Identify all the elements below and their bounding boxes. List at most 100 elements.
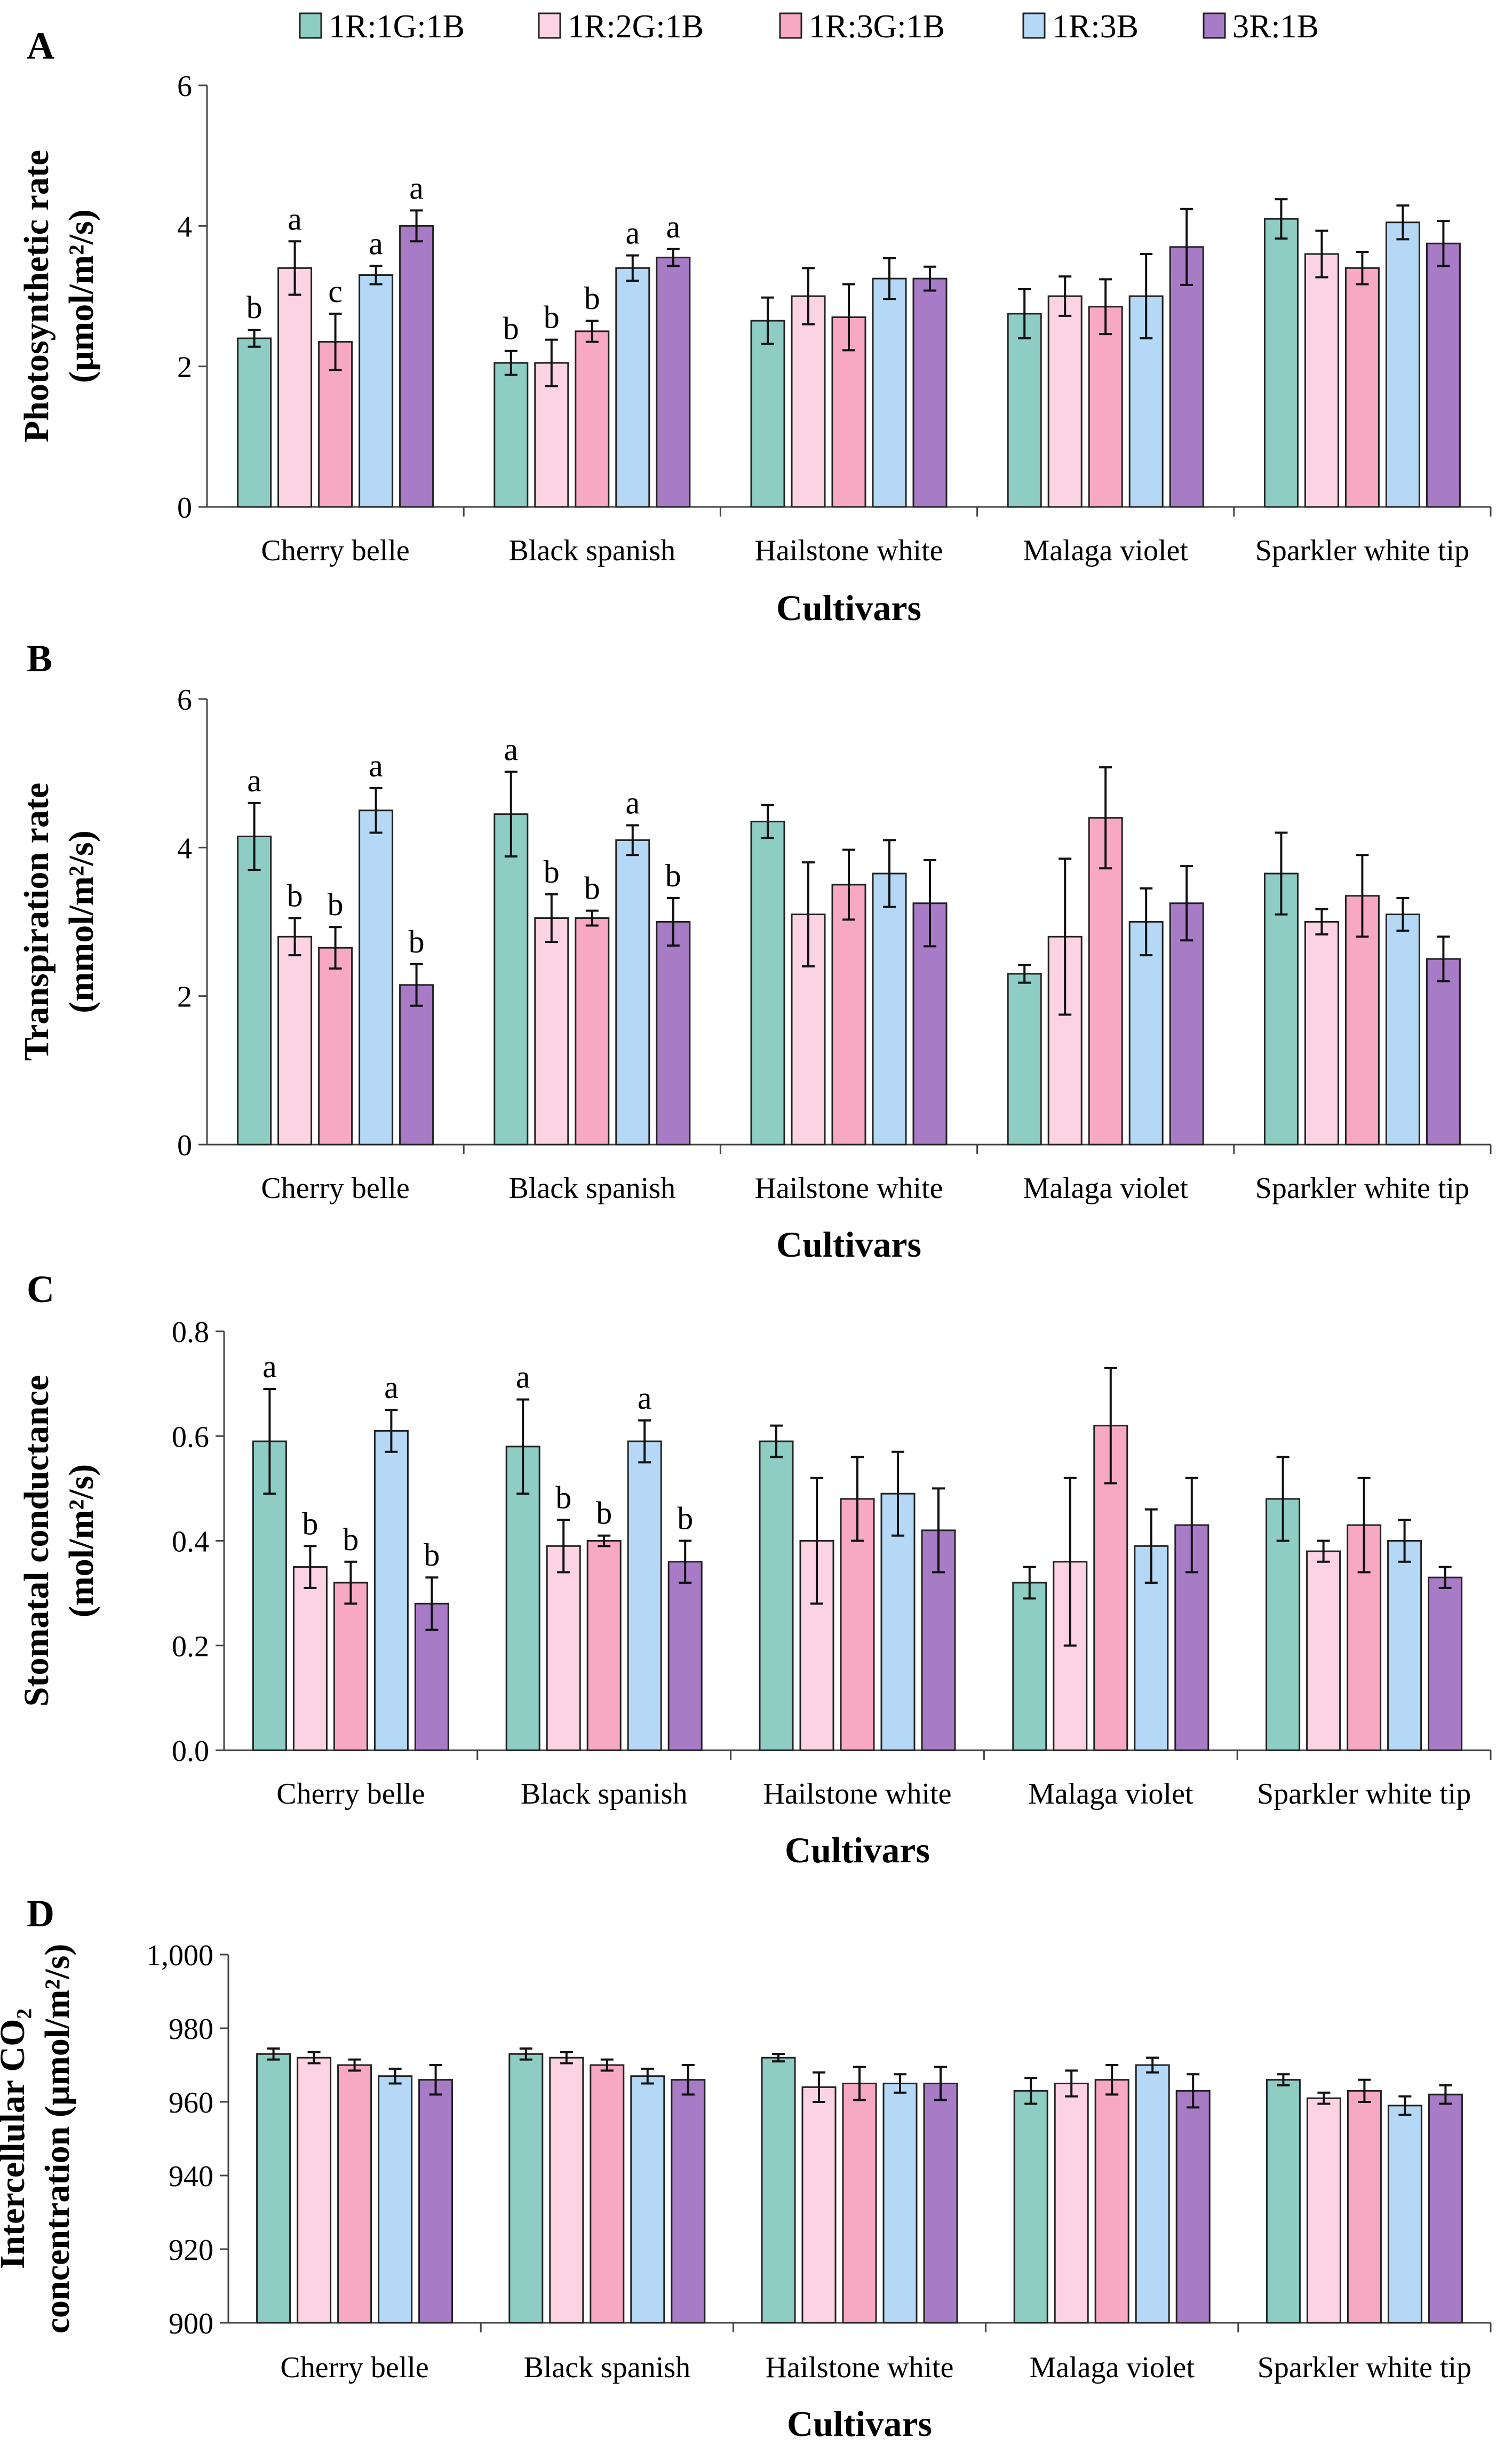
- bar-1R-1G-1B-4: [1013, 2090, 1048, 2324]
- bar-1R-2G-1B-1: [277, 267, 313, 508]
- bar-1R-2G-1B-1: [292, 1566, 328, 1751]
- bar-1R-3B-1: [359, 809, 394, 1146]
- bar-1R-2G-1B-4: [1054, 2083, 1089, 2324]
- y-axis-title-line: Transpiration rate: [17, 783, 56, 1061]
- category-label: Sparkler white tip: [1258, 2351, 1471, 2384]
- bar-1R-1G-1B-1: [237, 835, 272, 1146]
- significance-label: a: [369, 748, 383, 783]
- y-tick-label: 6: [177, 70, 192, 103]
- legend-swatch-4: [1022, 12, 1046, 39]
- category-label: Malaga violet: [1023, 534, 1188, 567]
- significance-label: a: [516, 1360, 530, 1395]
- bar-3R-1B-2: [667, 1561, 703, 1751]
- bar-1R-1G-1B-3: [750, 320, 785, 508]
- bar-1R-3G-1B-5: [1347, 2090, 1382, 2324]
- y-axis-title-line: (µmol/m²/s): [62, 209, 101, 383]
- bar-1R-2G-1B-3: [791, 295, 826, 508]
- significance-label: a: [288, 201, 302, 236]
- bar-3R-1B-1: [418, 2079, 453, 2324]
- y-axis-title-line: Stomatal conductance: [17, 1375, 56, 1706]
- significance-label: a: [262, 1349, 277, 1384]
- bar-3R-1B-3: [923, 2083, 958, 2324]
- bar-1R-2G-1B-2: [534, 917, 569, 1146]
- y-tick-label: 940: [169, 2160, 213, 2193]
- category-label: Black spanish: [523, 2351, 690, 2384]
- bar-3R-1B-4: [1169, 902, 1204, 1146]
- bar-1R-2G-1B-1: [297, 2057, 332, 2324]
- category-label: Hailstone white: [754, 1172, 943, 1205]
- bar-1R-1G-1B-1: [237, 337, 272, 508]
- bar-1R-3G-1B-2: [586, 1540, 622, 1751]
- bar-1R-3G-1B-1: [333, 1582, 368, 1751]
- y-tick-label: 2: [177, 981, 192, 1014]
- significance-label: a: [409, 170, 424, 205]
- legend: 1R:1G:1B 1R:2G:1B 1R:3G:1B 1R:3B 3R:1B: [299, 9, 1319, 45]
- bar-1R-3B-2: [630, 2075, 665, 2324]
- bar-1R-3B-4: [1135, 2064, 1170, 2324]
- bar-1R-2G-1B-2: [549, 2057, 584, 2324]
- x-axis-title: Cultivars: [785, 1830, 930, 1870]
- category-label: Hailstone white: [754, 534, 943, 567]
- y-tick-label: 4: [177, 210, 192, 243]
- y-axis-title: Transpiration rate (mmol/m²/s): [17, 783, 101, 1061]
- significance-label: a: [369, 226, 383, 261]
- y-axis-title-line: concentration (µmol/m²/s): [38, 1944, 77, 2334]
- bar-1R-2G-1B-1: [277, 935, 313, 1146]
- category-label: Black spanish: [508, 1172, 675, 1205]
- legend-label-2: 1R:2G:1B: [568, 9, 704, 45]
- y-axis-title: Stomatal conductance (mol/m²/s): [17, 1375, 101, 1706]
- bar-1R-2G-1B-5: [1306, 1550, 1341, 1751]
- y-axis-title-line: (mmol/m²/s): [62, 830, 101, 1013]
- y-tick-label: 0: [177, 1129, 192, 1162]
- bar-1R-2G-1B-5: [1304, 253, 1339, 508]
- bar-1R-3B-3: [872, 277, 907, 508]
- category-label: Malaga violet: [1023, 1172, 1188, 1205]
- bar-1R-3G-1B-2: [590, 2064, 625, 2324]
- bar-1R-3B-5: [1387, 1540, 1422, 1751]
- legend-label-3: 1R:3G:1B: [809, 9, 945, 45]
- y-tick-label: 6: [177, 684, 192, 717]
- panel-letter: B: [27, 637, 52, 680]
- bar-1R-1G-1B-3: [759, 1440, 794, 1751]
- bar-3R-1B-3: [912, 902, 948, 1146]
- y-axis-title: Photosynthetic rate (µmol/m²/s): [17, 150, 101, 442]
- significance-label: b: [555, 1480, 571, 1515]
- significance-label: b: [503, 311, 519, 346]
- x-axis-title: Cultivars: [776, 588, 921, 628]
- bar-1R-2G-1B-5: [1304, 921, 1339, 1146]
- significance-label: b: [287, 878, 303, 914]
- bar-1R-3G-1B-1: [318, 947, 353, 1146]
- bar-1R-3B-2: [615, 267, 650, 508]
- bar-1R-3G-1B-5: [1344, 267, 1380, 508]
- legend-swatch-2: [538, 12, 561, 39]
- bar-3R-1B-2: [656, 257, 691, 508]
- significance-label: b: [544, 300, 560, 335]
- bar-1R-2G-1B-3: [801, 2086, 837, 2324]
- significance-label: b: [328, 887, 344, 922]
- bar-1R-1G-1B-2: [494, 813, 529, 1146]
- bar-1R-1G-1B-2: [505, 1446, 540, 1751]
- significance-label: b: [246, 290, 262, 325]
- bar-1R-2G-1B-5: [1306, 2097, 1341, 2324]
- significance-label: a: [247, 763, 261, 798]
- significance-label: b: [544, 854, 560, 890]
- y-tick-label: 0.0: [172, 1735, 209, 1768]
- panel-letter: C: [27, 1268, 54, 1311]
- bar-1R-1G-1B-4: [1012, 1582, 1047, 1751]
- bar-1R-3B-1: [359, 274, 394, 508]
- bar-1R-1G-1B-1: [256, 2053, 291, 2324]
- bar-1R-1G-1B-3: [761, 2057, 796, 2324]
- bar-1R-3G-1B-3: [842, 2083, 877, 2324]
- bar-1R-1G-1B-2: [508, 2053, 544, 2324]
- bar-1R-3G-1B-4: [1088, 306, 1123, 508]
- significance-label: a: [666, 209, 680, 244]
- category-label: Black spanish: [521, 1777, 688, 1811]
- bar-1R-1G-1B-5: [1266, 2079, 1301, 2324]
- significance-label: a: [504, 732, 518, 767]
- legend-label-5: 3R:1B: [1232, 9, 1319, 45]
- significance-label: b: [665, 858, 681, 893]
